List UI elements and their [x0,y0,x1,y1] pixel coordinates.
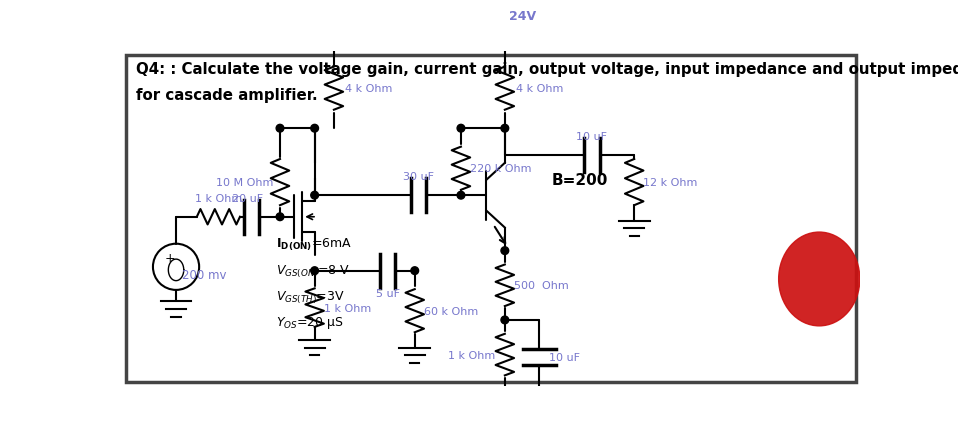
Text: 5 uF: 5 uF [376,288,399,298]
Text: $\mathbf{I_{D(ON)}}$=6mA: $\mathbf{I_{D(ON)}}$=6mA [276,237,353,253]
Circle shape [276,125,284,133]
Ellipse shape [779,233,859,326]
Text: for cascade amplifier.: for cascade amplifier. [136,88,318,103]
Circle shape [411,267,419,275]
Circle shape [457,125,465,133]
Text: 30 uF: 30 uF [403,172,434,182]
Circle shape [501,247,509,255]
Circle shape [310,125,318,133]
Text: 60 k Ohm: 60 k Ohm [424,306,478,316]
Text: 12 k Ohm: 12 k Ohm [644,178,697,187]
Text: 10 M Ohm: 10 M Ohm [217,178,274,187]
Text: 10 uF: 10 uF [577,132,607,142]
Circle shape [501,316,509,324]
Circle shape [310,267,318,275]
Text: 1 k Ohm: 1 k Ohm [324,303,371,313]
Text: B=200: B=200 [552,173,608,188]
Text: 500  Ohm: 500 Ohm [514,281,569,291]
Text: 1 k Ohm: 1 k Ohm [448,350,495,360]
Text: 4 k Ohm: 4 k Ohm [346,84,393,94]
Circle shape [501,125,509,133]
Text: 20 uF: 20 uF [232,194,263,204]
Text: 4 k Ohm: 4 k Ohm [516,84,563,94]
Circle shape [276,214,284,221]
Text: $Y_{OS}$=20 μS: $Y_{OS}$=20 μS [276,314,344,330]
Text: Q4: : Calculate the voltage gain, current gain, output voltage, input impedance : Q4: : Calculate the voltage gain, curren… [136,62,958,77]
Text: 24V: 24V [509,10,536,23]
Text: 200 mv: 200 mv [182,268,227,281]
Circle shape [310,192,318,200]
Text: 1 k Ohm: 1 k Ohm [194,194,242,204]
Text: $V_{GS(ON)}$=8 V: $V_{GS(ON)}$=8 V [276,263,351,279]
Text: +: + [165,251,175,264]
Text: $V_{GS(TH)}$=3V: $V_{GS(TH)}$=3V [276,289,345,305]
Text: 220 k Ohm: 220 k Ohm [470,164,532,174]
Circle shape [457,192,465,200]
Text: 10 uF: 10 uF [549,352,580,362]
